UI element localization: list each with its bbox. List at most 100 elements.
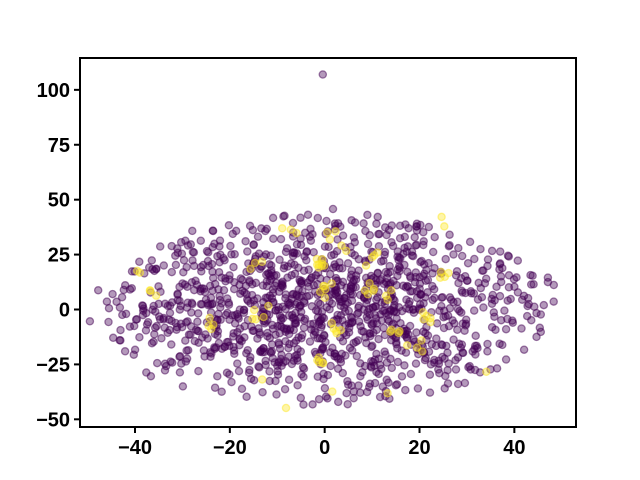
data-point [430,358,439,367]
x-tick-label: 20 [408,437,430,459]
data-point [190,336,200,346]
data-point [219,285,229,295]
data-point [349,393,358,403]
data-point [147,338,157,348]
data-point [437,293,446,302]
data-point [233,359,242,368]
data-point [150,330,159,339]
data-point [188,226,197,236]
data-point [503,251,513,260]
data-point [372,367,381,377]
data-point [288,251,298,261]
data-point [313,213,323,223]
data-point [382,358,392,367]
data-point [412,343,422,352]
data-point [532,332,541,342]
data-point [490,312,499,321]
data-point [449,250,458,259]
scatter-series-purple [85,204,559,409]
data-point [182,262,191,272]
data-point [419,240,428,250]
data-point [115,336,124,345]
data-point [458,348,467,357]
data-point [350,237,360,247]
data-point [470,254,479,264]
data-point [167,267,177,277]
data-point [469,306,479,315]
data-point [187,308,196,317]
data-point [164,315,174,324]
data-point [327,279,336,288]
data-point [318,70,328,79]
data-point [274,287,284,296]
data-point [115,303,125,312]
data-point [268,324,278,334]
data-point [415,300,425,309]
data-point [495,291,505,301]
data-point [104,303,114,313]
data-point [523,301,532,311]
data-point [327,299,337,308]
data-point [254,362,263,371]
data-point [320,281,329,291]
data-point [393,252,402,261]
data-point [135,268,145,277]
data-point [259,312,268,322]
data-point [413,384,423,393]
data-point [500,306,509,315]
data-point [466,287,476,296]
data-point [177,322,187,332]
data-point [451,271,461,280]
data-point [338,277,348,287]
data-point [440,222,449,231]
data-point [181,336,190,345]
data-point [205,313,214,323]
data-point [395,326,404,336]
data-point [425,370,435,379]
data-point [296,240,306,250]
data-point [496,315,506,325]
data-point [157,334,166,343]
data-point [287,270,296,280]
data-point [417,336,426,345]
data-point [284,329,294,339]
y-tick-label: 75 [48,135,70,157]
data-point [320,293,330,303]
data-point [392,380,402,389]
data-point [461,319,471,329]
data-point [302,247,312,256]
data-point [262,270,271,279]
data-point [237,384,247,394]
data-point [222,368,232,378]
data-point [482,367,491,377]
data-point [131,315,141,324]
data-point [372,319,382,328]
data-point [189,261,199,271]
data-point [381,291,391,301]
data-point [344,306,354,316]
data-point [193,309,203,318]
data-point [401,220,410,229]
data-point [432,319,442,328]
x-tick-label: −40 [118,437,152,459]
data-point [443,348,452,357]
data-point [248,314,257,324]
data-point [293,381,302,390]
data-point [426,317,435,327]
data-point [249,326,258,335]
data-point [235,340,244,350]
data-point [213,252,222,261]
data-point [364,382,374,392]
data-point [476,283,486,293]
data-point [512,273,521,282]
data-point [165,308,175,318]
data-point [326,361,335,371]
data-point [441,254,450,264]
data-point [411,359,421,368]
data-point [444,268,453,278]
data-point [449,297,458,307]
data-point [265,367,274,376]
data-point [508,318,518,327]
data-point [539,300,549,310]
